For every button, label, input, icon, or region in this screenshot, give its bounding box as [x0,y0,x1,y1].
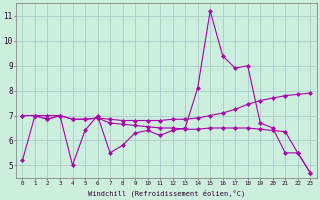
X-axis label: Windchill (Refroidissement éolien,°C): Windchill (Refroidissement éolien,°C) [88,189,245,197]
